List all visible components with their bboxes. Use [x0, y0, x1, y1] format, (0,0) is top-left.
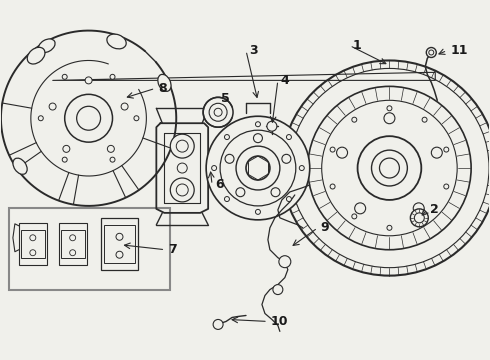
Circle shape — [49, 103, 56, 110]
Circle shape — [387, 106, 392, 111]
Circle shape — [282, 60, 490, 276]
Ellipse shape — [13, 158, 27, 174]
Circle shape — [116, 233, 123, 240]
Circle shape — [330, 184, 335, 189]
Circle shape — [1, 31, 176, 206]
Circle shape — [413, 203, 424, 214]
Bar — [103, 225, 135, 263]
Bar — [19, 223, 47, 265]
Text: 7: 7 — [168, 243, 177, 256]
Ellipse shape — [107, 34, 126, 49]
Bar — [9, 208, 171, 289]
Circle shape — [444, 184, 449, 189]
Circle shape — [206, 116, 310, 220]
Circle shape — [253, 134, 263, 143]
Ellipse shape — [38, 39, 55, 53]
Circle shape — [236, 188, 245, 197]
Circle shape — [299, 166, 304, 171]
Text: 1: 1 — [353, 39, 361, 52]
Circle shape — [110, 74, 115, 79]
Circle shape — [212, 166, 217, 171]
Circle shape — [279, 256, 291, 268]
Circle shape — [271, 188, 280, 197]
Circle shape — [171, 178, 194, 202]
Ellipse shape — [27, 47, 45, 64]
Circle shape — [62, 157, 67, 162]
Text: 8: 8 — [158, 82, 167, 95]
Text: 4: 4 — [281, 74, 290, 87]
Circle shape — [171, 134, 194, 158]
Circle shape — [76, 106, 100, 130]
Text: 6: 6 — [215, 179, 224, 192]
Circle shape — [63, 145, 70, 152]
Circle shape — [110, 157, 115, 162]
Circle shape — [236, 146, 280, 190]
Circle shape — [70, 250, 75, 256]
Circle shape — [38, 116, 43, 121]
Circle shape — [337, 147, 347, 158]
Circle shape — [355, 203, 366, 214]
Circle shape — [70, 235, 75, 241]
Text: 3: 3 — [249, 44, 258, 57]
Circle shape — [107, 145, 114, 152]
Bar — [156, 123, 208, 213]
Text: 5: 5 — [221, 92, 230, 105]
Text: 2: 2 — [430, 203, 439, 216]
Bar — [100, 218, 138, 270]
Circle shape — [422, 117, 427, 122]
Circle shape — [203, 97, 233, 127]
Circle shape — [121, 103, 128, 110]
Circle shape — [214, 108, 222, 116]
Circle shape — [330, 147, 335, 152]
Circle shape — [410, 209, 428, 227]
Circle shape — [379, 158, 399, 178]
Bar — [61, 230, 85, 258]
Circle shape — [444, 147, 449, 152]
Circle shape — [224, 135, 229, 140]
Circle shape — [287, 197, 292, 202]
Circle shape — [387, 225, 392, 230]
Circle shape — [177, 163, 187, 173]
Circle shape — [431, 147, 442, 158]
Circle shape — [287, 135, 292, 140]
Text: 9: 9 — [321, 221, 329, 234]
Circle shape — [30, 250, 36, 256]
Text: 10: 10 — [271, 315, 289, 328]
Circle shape — [255, 210, 261, 214]
Circle shape — [62, 74, 67, 79]
Ellipse shape — [158, 75, 171, 91]
Circle shape — [352, 117, 357, 122]
Circle shape — [273, 285, 283, 294]
Circle shape — [225, 154, 234, 163]
Circle shape — [116, 251, 123, 258]
Circle shape — [267, 121, 277, 131]
Text: 11: 11 — [450, 44, 468, 57]
Circle shape — [384, 113, 395, 124]
Circle shape — [224, 197, 229, 202]
Bar — [21, 230, 45, 258]
Circle shape — [30, 235, 36, 241]
Circle shape — [282, 154, 291, 163]
Circle shape — [246, 156, 270, 180]
Bar — [59, 223, 87, 265]
Circle shape — [422, 214, 427, 219]
Circle shape — [85, 77, 92, 84]
Circle shape — [352, 214, 357, 219]
Circle shape — [213, 319, 223, 329]
Circle shape — [134, 116, 139, 121]
Circle shape — [426, 48, 436, 58]
Circle shape — [255, 122, 261, 127]
